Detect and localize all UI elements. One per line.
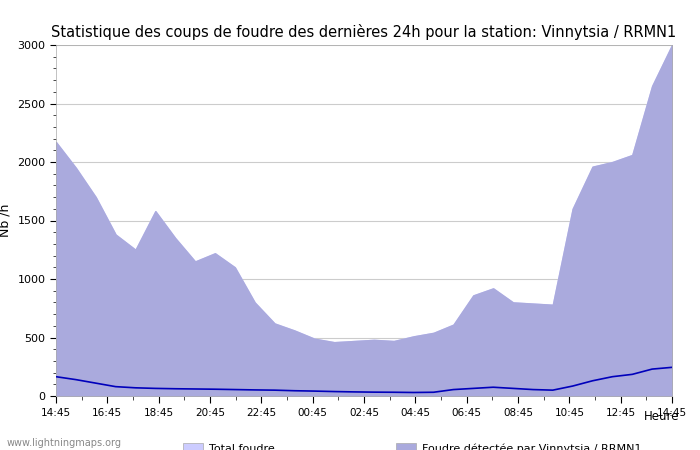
Y-axis label: Nb /h: Nb /h [0, 204, 12, 237]
Text: Heure: Heure [643, 410, 679, 423]
Text: www.lightningmaps.org: www.lightningmaps.org [7, 438, 122, 448]
Title: Statistique des coups de foudre des dernières 24h pour la station: Vinnytsia / R: Statistique des coups de foudre des dern… [51, 24, 677, 40]
Legend: Total foudre, Moyenne de toutes les stations, Foudre détectée par Vinnytsia / RR: Total foudre, Moyenne de toutes les stat… [178, 438, 645, 450]
